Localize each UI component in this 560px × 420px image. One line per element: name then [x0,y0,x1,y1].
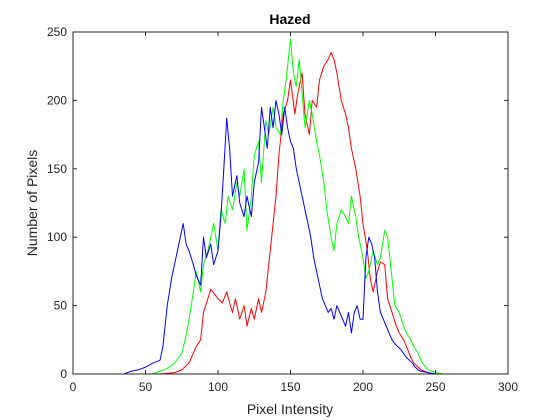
y-tick-label: 0 [60,367,67,381]
x-tick-label: 100 [208,380,228,394]
y-axis: 0 50 100 150 200 250 [47,25,508,381]
y-tick-label: 200 [47,93,67,107]
x-tick-label: 200 [353,380,373,394]
y-tick-label: 150 [47,162,67,176]
y-tick-label: 100 [47,230,67,244]
x-tick-label: 150 [280,380,300,394]
y-tick-label: 50 [54,299,68,313]
series-line-1 [73,38,508,375]
series-layer [73,38,508,375]
series-line-2 [73,99,508,375]
plot-background [73,32,508,374]
x-tick-label: 50 [139,380,153,394]
x-axis: 0 50 100 150 200 250 300 [70,32,518,394]
y-tick-label: 250 [47,25,67,39]
y-axis-label: Number of Pixels [24,150,40,257]
x-tick-label: 0 [70,380,77,394]
x-axis-label: Pixel Intensity [247,401,333,417]
x-tick-label: 250 [425,380,445,394]
series-line-0 [73,52,508,375]
chart-title: Hazed [269,11,310,27]
x-tick-label: 300 [498,380,518,394]
